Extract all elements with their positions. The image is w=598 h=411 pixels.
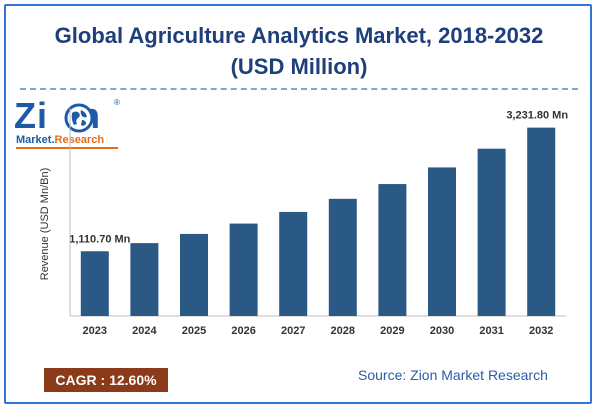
bar-2023: [80, 251, 109, 316]
logo-text-left: Zi: [14, 95, 48, 136]
x-tick-label-2028: 2028: [331, 325, 355, 337]
chart-title: Global Agriculture Analytics Market, 201…: [0, 20, 598, 82]
bar-2024: [130, 243, 159, 316]
x-tick-label-2025: 2025: [182, 325, 206, 337]
bar-2030: [428, 167, 456, 316]
logo-subtitle: Market.Research: [16, 134, 104, 147]
x-tick-label-2029: 2029: [380, 325, 404, 337]
x-tick-label-2023: 2023: [83, 325, 107, 337]
x-tick-label-2032: 2032: [529, 325, 553, 337]
x-tick-label-2024: 2024: [132, 325, 157, 337]
globe-icon: [64, 103, 94, 133]
bar-2028: [328, 198, 357, 316]
x-tick-label-2030: 2030: [430, 325, 454, 337]
x-tick-label-2026: 2026: [231, 325, 255, 337]
registered-mark: ®: [114, 98, 120, 107]
data-label-2032: 3,231.80 Mn: [506, 110, 568, 122]
bar-2032: [527, 127, 556, 316]
zion-logo: Zin ® Market.Research: [14, 98, 124, 150]
data-label-2023: 1,110.70 Mn: [69, 233, 130, 245]
title-line-2: (USD Million): [230, 54, 368, 79]
bar-2025: [180, 233, 208, 316]
bar-2027: [279, 211, 308, 316]
source-note: Source: Zion Market Research: [358, 367, 548, 383]
x-tick-label-2031: 2031: [479, 325, 503, 337]
title-line-1: Global Agriculture Analytics Market, 201…: [54, 23, 544, 48]
x-tick-label-2027: 2027: [281, 325, 305, 337]
y-axis-title: Revenue (USD Mn/Bn): [39, 168, 51, 281]
logo-sub-right: Research: [54, 134, 105, 146]
logo-underline: [16, 147, 118, 149]
bar-2029: [378, 184, 407, 316]
bar-2026: [229, 223, 258, 316]
title-divider: [20, 88, 578, 90]
logo-sub-left: Market.: [16, 134, 55, 146]
bar-2031: [477, 148, 506, 316]
cagr-badge: CAGR : 12.60%: [44, 368, 168, 392]
